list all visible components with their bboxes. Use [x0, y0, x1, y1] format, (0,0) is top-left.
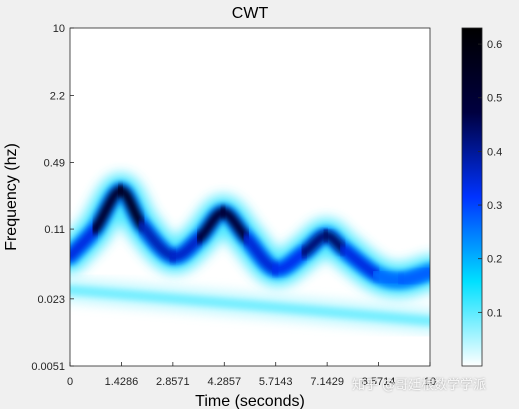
y-tick-label: 0.49	[44, 157, 65, 169]
x-tick-label: 10	[424, 376, 436, 388]
ridge-core-segment	[396, 266, 430, 286]
plot-frame	[69, 27, 431, 367]
x-tick-label: 8.5714	[362, 376, 396, 388]
heatmap	[70, 173, 430, 332]
x-axis-label: Time (seconds)	[195, 393, 305, 409]
y-axis-label: Frequency (hz)	[3, 143, 20, 251]
y-axis-ticks: 10 2.2 0.49 0.11 0.023 0.0051	[31, 23, 74, 373]
colorbar	[461, 27, 483, 367]
watermark: 知乎 @哥廷根数学学派	[352, 378, 487, 393]
y-tick-label: 0.0051	[31, 361, 65, 373]
x-tick-label: 4.2857	[207, 376, 241, 388]
colorbar-tick-label: 0.1	[487, 307, 502, 319]
x-tick-label: 0	[67, 376, 73, 388]
colorbar-tick-label: 0.6	[487, 39, 502, 51]
band-core	[70, 285, 430, 326]
x-tick-label: 7.1429	[310, 376, 344, 388]
colorbar-ticks: 0.1 0.2 0.3 0.4 0.5 0.6	[478, 39, 502, 319]
y-tick-label: 10	[53, 23, 65, 35]
colorbar-tick-label: 0.4	[487, 146, 502, 158]
x-tick-label: 1.4286	[105, 376, 139, 388]
x-axis-ticks: 0 1.4286 2.8571 4.2857 5.7143 7.1429 8.5714 10	[67, 362, 436, 388]
colorbar-tick-label: 0.2	[487, 254, 502, 266]
colorbar-tick-label: 0.3	[487, 200, 502, 212]
y-tick-label: 2.2	[50, 91, 65, 103]
colorbar-tick-label: 0.5	[487, 93, 502, 105]
chart-title: CWT	[232, 5, 269, 22]
x-tick-label: 5.7143	[259, 376, 293, 388]
x-tick-label: 2.8571	[156, 376, 190, 388]
y-tick-label: 0.11	[44, 224, 65, 236]
y-tick-label: 0.023	[37, 294, 65, 306]
